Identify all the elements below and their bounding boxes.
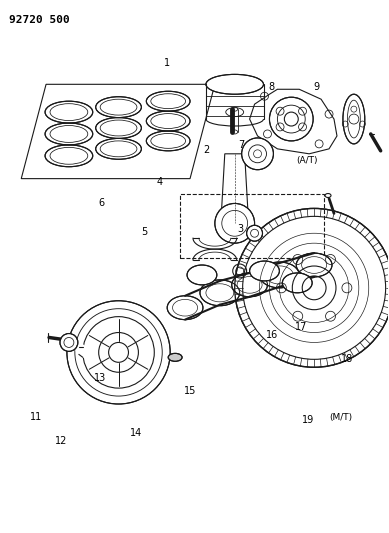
Text: 1: 1: [165, 58, 170, 68]
Polygon shape: [250, 89, 337, 154]
Text: 17: 17: [294, 322, 307, 333]
Text: (M/T): (M/T): [330, 413, 353, 422]
Ellipse shape: [200, 280, 240, 306]
Text: 10: 10: [343, 108, 355, 118]
Ellipse shape: [96, 96, 141, 118]
Text: 8: 8: [269, 82, 275, 92]
Ellipse shape: [206, 75, 263, 94]
Text: 18: 18: [341, 354, 353, 364]
Ellipse shape: [146, 131, 190, 151]
Text: 4: 4: [157, 177, 163, 187]
Ellipse shape: [187, 265, 217, 285]
Ellipse shape: [296, 253, 332, 277]
Circle shape: [247, 225, 263, 241]
Text: 5: 5: [141, 227, 147, 237]
Polygon shape: [21, 84, 215, 179]
Ellipse shape: [168, 353, 182, 361]
Circle shape: [67, 301, 170, 404]
Text: 2: 2: [203, 145, 209, 155]
Text: (A/T): (A/T): [296, 156, 317, 165]
Text: 16: 16: [266, 330, 278, 340]
Ellipse shape: [250, 261, 279, 281]
Text: 15: 15: [184, 386, 197, 396]
Ellipse shape: [259, 262, 299, 288]
Circle shape: [235, 208, 389, 367]
Circle shape: [60, 334, 78, 351]
Text: 7: 7: [238, 140, 244, 150]
Ellipse shape: [146, 111, 190, 131]
Polygon shape: [221, 154, 249, 223]
Text: 3: 3: [238, 224, 244, 235]
Ellipse shape: [343, 94, 365, 144]
Text: 14: 14: [130, 428, 143, 438]
Ellipse shape: [45, 123, 93, 145]
Ellipse shape: [146, 91, 190, 111]
Text: 11: 11: [30, 413, 42, 422]
Circle shape: [242, 138, 273, 169]
Circle shape: [270, 97, 313, 141]
Text: 19: 19: [302, 415, 315, 425]
Ellipse shape: [96, 118, 141, 139]
Text: 12: 12: [55, 436, 67, 446]
Ellipse shape: [232, 273, 268, 297]
Text: 6: 6: [99, 198, 105, 208]
Ellipse shape: [45, 145, 93, 167]
Ellipse shape: [96, 139, 141, 159]
Text: 92720 500: 92720 500: [9, 15, 70, 25]
Ellipse shape: [167, 296, 203, 320]
Ellipse shape: [45, 101, 93, 123]
Circle shape: [215, 204, 254, 243]
Text: 13: 13: [94, 373, 106, 383]
Ellipse shape: [282, 273, 312, 293]
Text: 9: 9: [313, 82, 319, 92]
